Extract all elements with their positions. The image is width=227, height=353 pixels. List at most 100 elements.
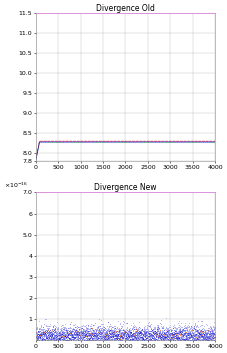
Point	[76, 335, 79, 340]
Point	[59, 334, 63, 340]
Point	[56, 333, 59, 339]
Point	[39, 334, 42, 339]
Point	[135, 332, 139, 338]
Point	[80, 330, 83, 336]
Point	[130, 330, 133, 335]
Point	[78, 332, 82, 338]
Point	[44, 330, 48, 335]
Point	[76, 331, 79, 336]
Point	[173, 335, 177, 341]
Point	[99, 327, 103, 332]
Point	[96, 332, 100, 338]
Point	[145, 324, 149, 329]
Point	[209, 331, 213, 337]
Point	[57, 330, 61, 335]
Point	[69, 335, 72, 341]
Point	[48, 322, 52, 327]
Point	[137, 336, 141, 341]
Point	[37, 332, 41, 337]
Point	[59, 331, 63, 336]
Point	[82, 327, 86, 333]
Point	[42, 333, 46, 339]
Point	[75, 327, 79, 333]
Point	[88, 337, 92, 342]
Point	[130, 333, 134, 338]
Point	[161, 326, 165, 331]
Point	[35, 336, 38, 342]
Point	[49, 334, 53, 340]
Point	[199, 331, 203, 337]
Point	[173, 328, 177, 333]
Point	[204, 327, 207, 333]
Point	[113, 336, 117, 341]
Point	[171, 331, 175, 336]
Point	[148, 337, 152, 343]
Point	[105, 330, 109, 336]
Point	[71, 334, 75, 339]
Point	[118, 336, 121, 341]
Point	[197, 329, 200, 335]
Point	[77, 330, 81, 335]
Point	[54, 330, 58, 336]
Point	[169, 327, 173, 332]
Point	[72, 335, 76, 340]
Point	[115, 336, 119, 342]
Point	[37, 331, 40, 336]
Point	[90, 334, 93, 340]
Point	[183, 333, 186, 338]
Point	[80, 335, 84, 340]
Point	[51, 329, 54, 334]
Point	[90, 325, 93, 331]
Point	[90, 332, 94, 338]
Point	[171, 325, 175, 330]
Point	[150, 333, 154, 339]
Point	[144, 329, 148, 335]
Point	[45, 325, 49, 330]
Point	[49, 336, 52, 341]
Point	[149, 326, 153, 332]
Point	[107, 330, 111, 336]
Point	[46, 327, 49, 333]
Point	[161, 337, 165, 342]
Point	[195, 337, 198, 343]
Point	[135, 329, 139, 334]
Point	[210, 331, 214, 336]
Point	[143, 333, 147, 339]
Point	[101, 331, 105, 337]
Point	[73, 326, 76, 331]
Point	[76, 331, 80, 337]
Point	[69, 330, 73, 335]
Point	[166, 332, 170, 337]
Point	[189, 328, 193, 334]
Point	[68, 333, 72, 338]
Point	[192, 329, 196, 335]
Point	[119, 332, 122, 338]
Point	[116, 326, 120, 332]
Point	[137, 330, 141, 336]
Point	[127, 328, 130, 334]
Point	[93, 330, 96, 336]
Point	[211, 331, 215, 337]
Point	[88, 332, 92, 338]
Point	[173, 334, 177, 339]
Point	[195, 328, 199, 334]
Point	[84, 324, 87, 330]
Point	[35, 332, 39, 338]
Point	[196, 334, 200, 340]
Point	[152, 330, 155, 336]
Point	[95, 335, 98, 341]
Point	[115, 325, 119, 331]
Point	[115, 332, 118, 338]
Point	[52, 330, 56, 335]
Point	[121, 324, 124, 330]
Point	[202, 327, 206, 333]
Point	[119, 331, 123, 336]
Point	[43, 316, 47, 322]
Point	[63, 329, 66, 334]
Point	[190, 334, 194, 339]
Point	[172, 327, 176, 333]
Point	[117, 336, 121, 342]
Point	[118, 337, 121, 342]
Point	[190, 332, 194, 337]
Point	[61, 331, 64, 336]
